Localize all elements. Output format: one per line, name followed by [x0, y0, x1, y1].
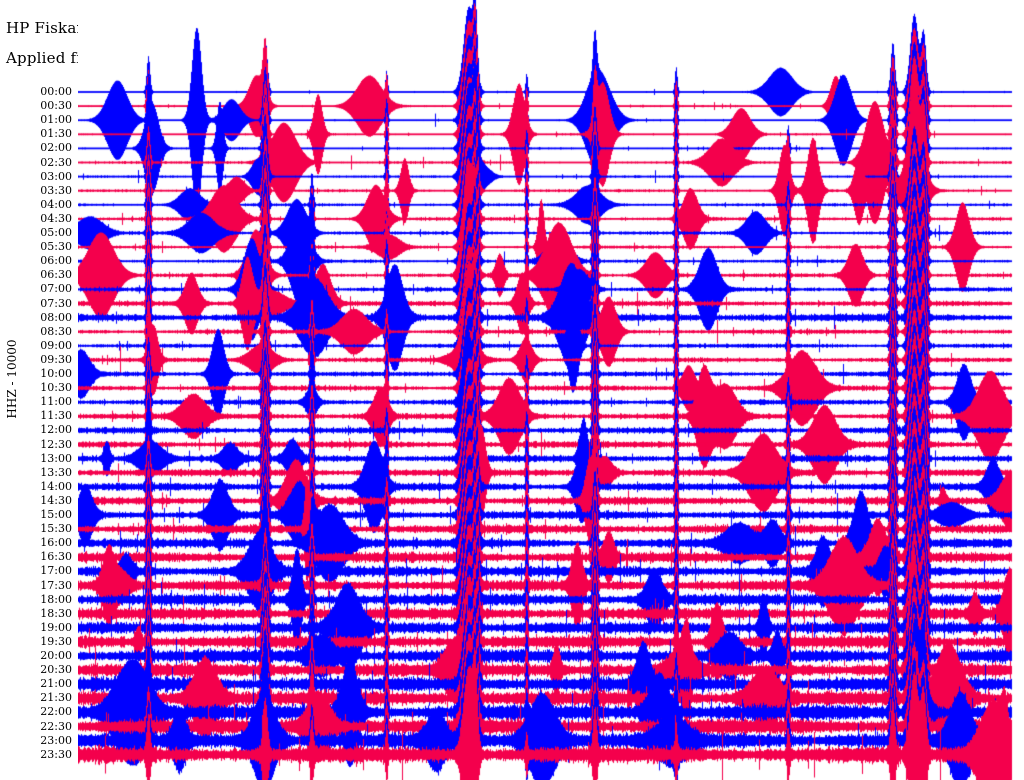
- time-tick-label: 23:00: [40, 733, 72, 747]
- time-tick-label: 20:00: [40, 649, 72, 662]
- time-tick-label: 13:30: [40, 465, 72, 479]
- time-tick-label: 08:30: [40, 324, 72, 338]
- time-tick-label: 18:30: [40, 606, 72, 620]
- time-tick-label: 14:00: [40, 479, 72, 493]
- time-tick-label: 21:00: [40, 677, 72, 691]
- time-tick-label: 20:30: [40, 663, 72, 677]
- time-tick-label: 05:00: [40, 226, 72, 239]
- time-tick-label: 12:30: [40, 437, 72, 451]
- time-tick-label: 10:30: [40, 381, 72, 395]
- time-tick-label: 19:30: [40, 634, 72, 648]
- time-tick-label: 05:30: [40, 240, 72, 254]
- time-tick-label: 17:30: [40, 578, 72, 592]
- seismic-trace-canvas: [78, 0, 1024, 780]
- time-tick-label: 01:30: [40, 127, 72, 141]
- time-tick-label: 04:00: [40, 197, 72, 211]
- time-tick-label: 02:00: [40, 141, 72, 155]
- seismic-trace-area: [78, 0, 1024, 780]
- time-tick-label: 11:30: [40, 409, 72, 423]
- time-tick-label: 14:30: [40, 493, 72, 507]
- time-axis: 00:00 00:30 01:00 01:30 02:00 02:30 03:00 03:30…: [0, 0, 78, 780]
- time-tick-label: 03:30: [40, 183, 72, 197]
- time-tick-label: 07:30: [40, 296, 72, 310]
- time-tick-label: 18:00: [40, 592, 72, 606]
- time-tick-label: 10:00: [40, 367, 72, 380]
- time-tick-label: 08:00: [40, 310, 72, 324]
- time-tick-label: 11:00: [40, 395, 72, 409]
- time-tick-label: 03:00: [40, 169, 72, 183]
- time-tick-label: 21:30: [40, 691, 72, 705]
- time-tick-label: 04:30: [40, 211, 72, 225]
- time-tick-label: 19:00: [40, 620, 72, 634]
- time-tick-label: 15:30: [40, 522, 72, 536]
- time-tick-label: 13:00: [40, 451, 72, 465]
- time-tick-label: 16:00: [40, 536, 72, 550]
- time-tick-label: 01:00: [40, 113, 72, 127]
- time-tick-label: 02:30: [40, 155, 72, 169]
- time-tick-label: 06:00: [40, 254, 72, 268]
- time-tick-label: 22:00: [40, 705, 72, 719]
- time-tick-label: 00:30: [40, 99, 72, 113]
- time-tick-label: 00:00: [40, 85, 72, 98]
- time-tick-label: 12:00: [40, 423, 72, 437]
- time-tick-label: 09:30: [40, 352, 72, 366]
- time-tick-label: 09:00: [40, 338, 72, 352]
- time-tick-label: 17:00: [40, 564, 72, 578]
- time-tick-label: 22:30: [40, 719, 72, 733]
- time-tick-label: 06:30: [40, 268, 72, 282]
- time-tick-label: 15:00: [40, 508, 72, 521]
- time-tick-label: 07:00: [40, 282, 72, 296]
- time-tick-label: 23:30: [40, 747, 72, 761]
- time-tick-label: 16:30: [40, 550, 72, 564]
